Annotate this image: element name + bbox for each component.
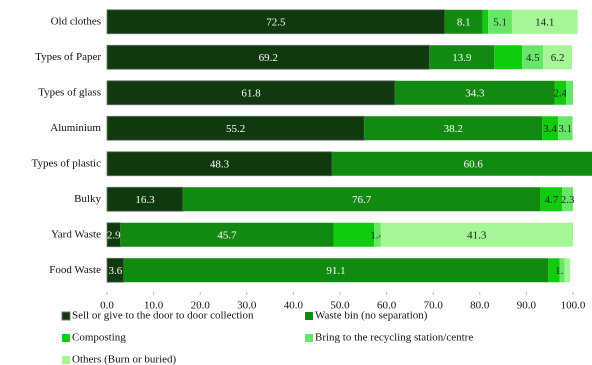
value-label: 45.7 <box>217 229 237 241</box>
bar-segment <box>542 116 559 141</box>
category-label: Bulky <box>74 193 101 205</box>
legend-swatch <box>305 312 313 320</box>
value-label: 61.8 <box>241 87 261 99</box>
legend-swatch <box>62 356 70 364</box>
value-label: 16.3 <box>135 194 155 206</box>
bar-segment <box>106 44 430 70</box>
value-label: 2.3 <box>561 194 575 206</box>
bar-segment <box>558 116 573 141</box>
value-label: 3.1 <box>558 123 572 135</box>
value-label: 5.1 <box>493 16 507 28</box>
x-tick-label: 60.0 <box>377 300 397 312</box>
value-label: 8.1 <box>457 16 471 28</box>
x-tick-label: 0.0 <box>100 300 114 312</box>
legend-swatch <box>61 311 71 321</box>
value-label: 91.1 <box>326 265 345 277</box>
x-tick-label: 20.0 <box>191 300 211 312</box>
bar-segment <box>106 9 446 35</box>
value-label: 3.4 <box>543 123 557 135</box>
bar-segment <box>106 115 365 141</box>
bar-segment <box>380 222 573 247</box>
category-label: Old clothes <box>51 15 101 27</box>
bar-segment <box>566 80 573 105</box>
legend-label: Others (Burn or buried) <box>72 354 177 365</box>
value-label: 60.6 <box>464 158 484 170</box>
bar-segment <box>106 80 396 106</box>
legend-label: Sell or give to the door to door collect… <box>72 310 254 322</box>
bar-segment <box>488 9 512 34</box>
value-label: 41.3 <box>467 229 487 241</box>
value-label: 4.5 <box>526 52 540 64</box>
bar-segment <box>543 45 573 70</box>
value-label: 34.3 <box>465 87 485 99</box>
legend-label: Composting <box>72 332 126 344</box>
value-label: 6.2 <box>551 52 565 64</box>
bar-segment <box>374 222 381 247</box>
x-tick-label: 40.0 <box>284 300 304 312</box>
x-tick-label: 30.0 <box>237 300 257 312</box>
bar-segment <box>540 187 563 212</box>
value-label: 2.4 <box>554 87 568 99</box>
bar-segment <box>182 187 541 212</box>
value-label: 69.2 <box>259 52 278 64</box>
category-label: Types of glass <box>38 86 101 98</box>
category-label: Types of plastic <box>32 157 102 169</box>
bar-segment <box>120 222 334 247</box>
category-label: Food Waste <box>49 264 101 276</box>
value-label: 48.3 <box>210 158 230 170</box>
legend-swatch <box>62 334 70 342</box>
value-label: 55.2 <box>226 123 245 135</box>
bar-segment <box>106 186 184 212</box>
x-tick-label: 10.0 <box>144 300 164 312</box>
x-tick-label: 100.0 <box>561 300 586 312</box>
legend-label: Bring to the recycling station/centre <box>315 332 473 344</box>
value-label: 38.2 <box>444 123 463 135</box>
x-tick-label: 70.0 <box>424 300 444 312</box>
legend-label: Waste bin (no separation) <box>315 310 428 322</box>
value-label: 4.7 <box>544 194 558 206</box>
bar-segment <box>494 45 523 70</box>
legend-swatch <box>305 334 313 342</box>
bar-segment <box>482 9 489 34</box>
bar-segment <box>429 45 495 70</box>
bar-segment <box>559 258 565 283</box>
bar-segment <box>123 258 549 283</box>
bar-segment <box>444 9 483 34</box>
bar-segment <box>562 187 573 212</box>
bar-segment <box>511 9 578 34</box>
bar-segment <box>364 116 543 141</box>
x-tick-label: 90.0 <box>517 300 537 312</box>
bar-segment <box>394 80 555 105</box>
bar-segment <box>554 80 567 105</box>
x-tick-label: 50.0 <box>330 300 350 312</box>
bar-segment <box>548 258 560 283</box>
bar-segment <box>522 45 544 70</box>
value-label: 13.9 <box>452 52 472 64</box>
value-label: 76.7 <box>352 194 372 206</box>
bar-segment <box>333 222 375 247</box>
x-tick-label: 80.0 <box>470 300 490 312</box>
category-label: Yard Waste <box>51 228 101 240</box>
value-label: 72.5 <box>266 16 286 28</box>
category-label: Types of Paper <box>35 51 101 63</box>
bar-segment <box>106 151 333 177</box>
bar-segment <box>332 151 592 176</box>
value-label: 14.1 <box>535 16 554 28</box>
value-label: 2.9 <box>107 229 121 241</box>
bar-segment <box>564 258 571 283</box>
value-label: 3.6 <box>109 265 123 277</box>
category-label: Aluminium <box>50 122 101 134</box>
